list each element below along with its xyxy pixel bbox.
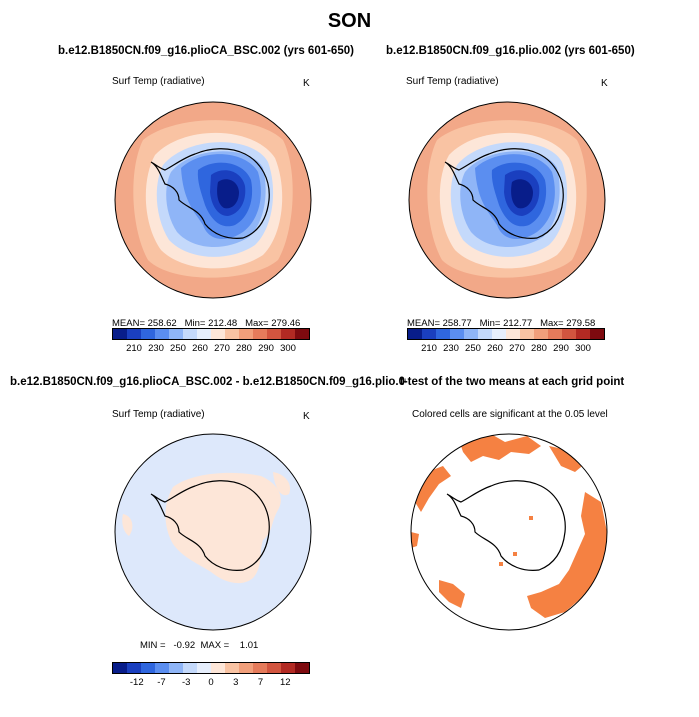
top-left-colorbar-tick-label: 250 — [170, 343, 186, 354]
top-left-colorbar-swatch — [225, 329, 239, 339]
top-left-unit-label: K — [303, 78, 310, 89]
top-right-colorbar-tick-label: 230 — [443, 343, 459, 354]
top-right-colorbar-tick-label: 290 — [553, 343, 569, 354]
top-left-colorbar-swatch — [253, 329, 267, 339]
bottom-left-colorbar-tick-label: 7 — [257, 677, 264, 688]
bottom-left-colorbar-swatch — [211, 663, 225, 673]
bottom-left-colorbar-swatch — [141, 663, 155, 673]
top-right-unit-label: K — [601, 78, 608, 89]
top-left-colorbar-tick-label: 230 — [148, 343, 164, 354]
bottom-left-colorbar-ticks: -12 -7 -3 0 3 7 12 — [112, 677, 310, 689]
top-right-colorbar-swatch — [576, 329, 590, 339]
top-left-colorbar-swatch — [155, 329, 169, 339]
top-right-colorbar-tick-label: 270 — [509, 343, 525, 354]
top-right-colorbar-ticks: 210 230 250 260 270 280 290 300 — [407, 343, 605, 355]
top-left-colorbar-tick-label: 290 — [258, 343, 274, 354]
top-right-colorbar-swatch — [408, 329, 422, 339]
top-left-colorbar-swatch — [127, 329, 141, 339]
top-left-colorbar-swatch — [295, 329, 309, 339]
top-left-colorbar-swatch — [211, 329, 225, 339]
top-right-colorbar-tick-label: 280 — [531, 343, 547, 354]
top-right-colorbar-swatch — [464, 329, 478, 339]
bottom-left-map — [114, 433, 312, 631]
top-right-colorbar-swatch — [436, 329, 450, 339]
top-left-map — [114, 101, 312, 299]
top-left-colorbar-tick-label: 300 — [280, 343, 296, 354]
figure-title: SON — [327, 10, 372, 32]
bottom-left-stats: MIN = -0.92 MAX = 1.01 — [140, 640, 259, 651]
top-right-colorbar-swatch — [450, 329, 464, 339]
top-right-panel-title: b.e12.B1850CN.f09_g16.plio.002 (yrs 601-… — [386, 45, 635, 57]
top-left-colorbar-tick-label: 280 — [236, 343, 252, 354]
bottom-left-colorbar-tick-label: -3 — [182, 677, 191, 688]
bottom-right-panel-title: t-test of the two means at each grid poi… — [400, 376, 625, 388]
top-right-colorbar-swatch — [506, 329, 520, 339]
top-right-colorbar-tick-label: 300 — [575, 343, 591, 354]
top-right-colorbar-tick-label: 210 — [421, 343, 437, 354]
top-left-panel-title: b.e12.B1850CN.f09_g16.plioCA_BSC.002 (yr… — [58, 45, 354, 57]
bottom-left-colorbar-swatch — [267, 663, 281, 673]
top-right-colorbar-swatch — [422, 329, 436, 339]
bottom-left-colorbar-swatch — [169, 663, 183, 673]
bottom-left-colorbar-swatch — [113, 663, 127, 673]
top-right-variable-label: Surf Temp (radiative) — [406, 76, 499, 87]
top-right-colorbar-swatch — [520, 329, 534, 339]
bottom-left-colorbar-swatch — [225, 663, 239, 673]
top-left-colorbar-swatch — [267, 329, 281, 339]
top-right-colorbar-swatch — [590, 329, 604, 339]
top-left-colorbar-ticks: 210 230 250 260 270 280 290 300 — [112, 343, 310, 355]
bottom-left-colorbar-swatch — [253, 663, 267, 673]
bottom-left-colorbar-swatch — [239, 663, 253, 673]
bottom-left-colorbar-swatch — [127, 663, 141, 673]
top-right-stats: MEAN= 258.77 Min= 212.77 Max= 279.58 — [407, 318, 596, 329]
top-left-colorbar-tick-label: 270 — [214, 343, 230, 354]
top-left-colorbar-swatch — [113, 329, 127, 339]
bottom-left-colorbar-swatch — [155, 663, 169, 673]
bottom-left-panel-title: b.e12.B1850CN.f09_g16.plioCA_BSC.002 - b… — [10, 376, 406, 388]
top-right-colorbar-swatch — [548, 329, 562, 339]
top-left-colorbar-swatch — [197, 329, 211, 339]
bottom-left-colorbar-tick-label: 0 — [208, 677, 214, 688]
bottom-left-colorbar-swatch — [281, 663, 295, 673]
bottom-left-colorbar-tick-label: 3 — [233, 677, 239, 688]
top-left-stats: MEAN= 258.62 Min= 212.48 Max= 279.46 — [112, 318, 301, 329]
bottom-left-colorbar-tick-label: 12 — [279, 677, 291, 688]
top-left-colorbar-swatch — [141, 329, 155, 339]
top-left-colorbar-tick-label: 210 — [126, 343, 142, 354]
bottom-left-variable-label: Surf Temp (radiative) — [112, 409, 205, 420]
bottom-left-colorbar-tick-label: -7 — [157, 677, 166, 688]
top-left-colorbar-swatch — [281, 329, 295, 339]
bottom-left-colorbar — [112, 662, 310, 674]
top-right-colorbar-tick-label: 260 — [487, 343, 503, 354]
bottom-left-colorbar-swatch — [197, 663, 211, 673]
bottom-left-unit-label: K — [303, 411, 310, 422]
top-left-colorbar-tick-label: 260 — [192, 343, 208, 354]
bottom-left-colorbar-swatch — [183, 663, 197, 673]
top-left-colorbar — [112, 328, 310, 340]
top-right-map — [408, 101, 606, 299]
bottom-left-colorbar-swatch — [295, 663, 309, 673]
top-left-colorbar-swatch — [183, 329, 197, 339]
bottom-left-colorbar-tick-label: -12 — [129, 677, 144, 688]
bottom-right-map — [410, 433, 608, 631]
top-left-variable-label: Surf Temp (radiative) — [112, 76, 205, 87]
bottom-right-subtitle: Colored cells are significant at the 0.0… — [412, 409, 608, 420]
top-right-colorbar-swatch — [562, 329, 576, 339]
top-right-colorbar-swatch — [492, 329, 506, 339]
top-right-colorbar — [407, 328, 605, 340]
top-left-colorbar-swatch — [239, 329, 253, 339]
top-right-colorbar-swatch — [478, 329, 492, 339]
top-left-colorbar-swatch — [169, 329, 183, 339]
top-right-colorbar-tick-label: 250 — [465, 343, 481, 354]
top-right-colorbar-swatch — [534, 329, 548, 339]
